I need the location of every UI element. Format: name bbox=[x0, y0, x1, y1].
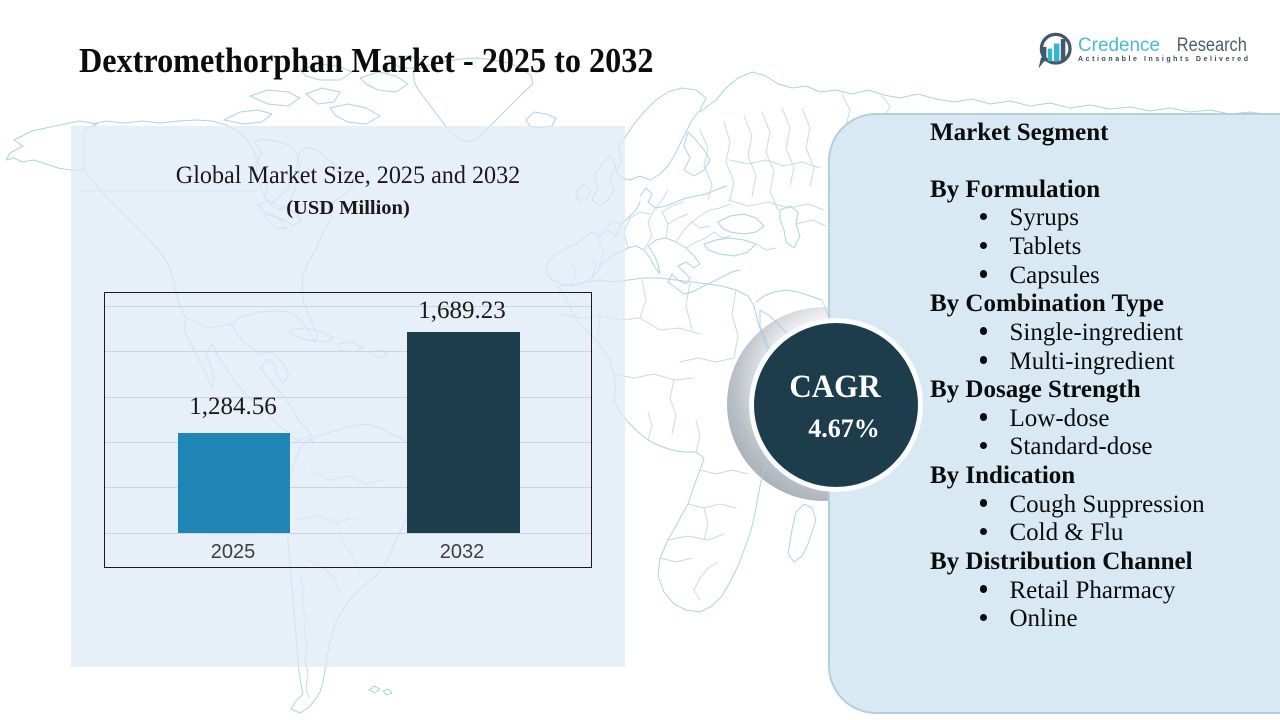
svg-text:Actionable Insights Delivered: Actionable Insights Delivered bbox=[1078, 56, 1248, 63]
svg-text:Credence: Credence bbox=[1078, 35, 1160, 56]
svg-text:Research: Research bbox=[1177, 35, 1247, 56]
